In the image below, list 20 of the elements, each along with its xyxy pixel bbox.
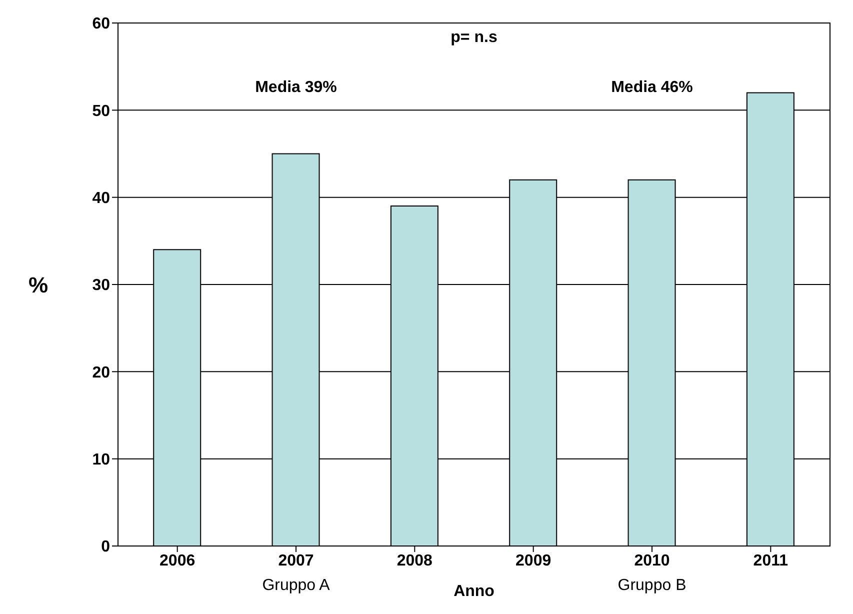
- x-tick-label: 2009: [516, 552, 552, 570]
- x-axis-title: Anno: [454, 583, 495, 600]
- annotation: Media 46%: [611, 79, 693, 97]
- y-axis-title: %: [28, 272, 48, 298]
- y-tick-label: 0: [101, 538, 110, 556]
- annotation: p= n.s: [450, 29, 498, 47]
- x-tick-label: 2010: [634, 552, 670, 570]
- text: Gruppo B: [618, 577, 686, 595]
- y-tick-label: 50: [92, 102, 110, 120]
- x-tick-label: 2006: [160, 552, 196, 570]
- y-tick-label: 10: [92, 452, 110, 469]
- y-tick-label: 60: [92, 16, 110, 33]
- y-tick-label: 40: [92, 190, 110, 208]
- y-tick-label: 20: [92, 364, 110, 382]
- x-tick-label: 2011: [753, 552, 788, 570]
- x-tick-label: 2007: [278, 552, 314, 570]
- x-tick-label: 2008: [396, 552, 433, 570]
- text: Gruppo A: [262, 577, 330, 595]
- annotation: Media 39%: [255, 79, 337, 97]
- y-tick-label: 30: [92, 277, 110, 294]
